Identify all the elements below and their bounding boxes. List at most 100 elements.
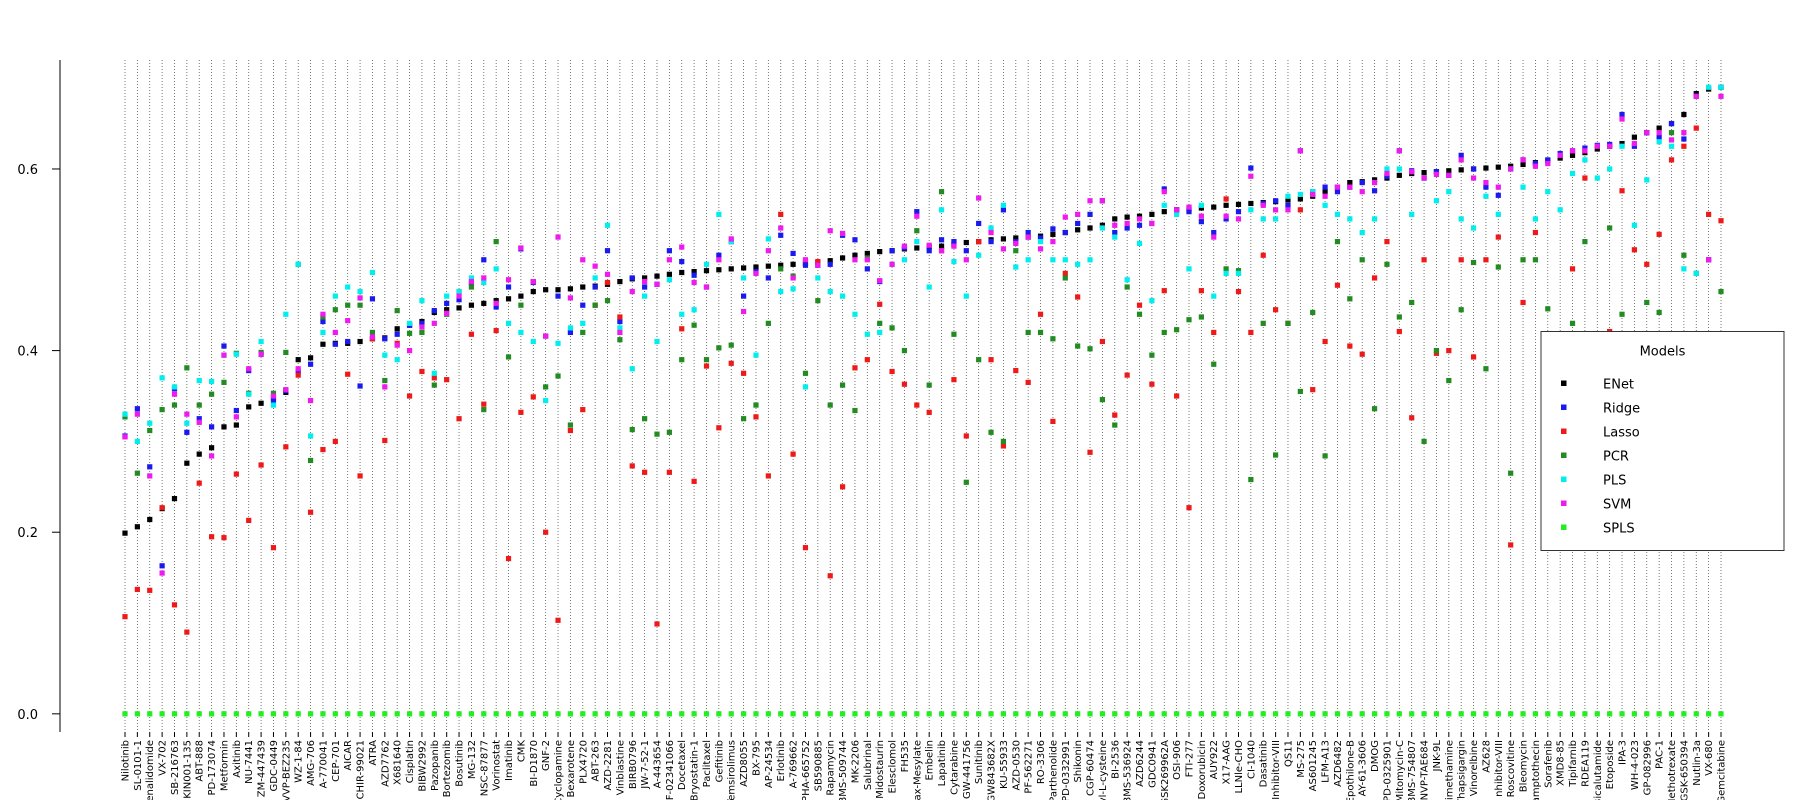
point: [1347, 296, 1353, 302]
point: [1087, 211, 1093, 217]
x-tick-label: AMG-706: [306, 740, 317, 786]
point: [790, 250, 796, 257]
point: [122, 711, 128, 717]
point: [1557, 152, 1563, 158]
x-tick-label: Parthenolide: [1048, 740, 1059, 800]
point: [357, 302, 363, 308]
x-tick-label: GSK269962A: [1160, 740, 1171, 800]
point: [1112, 412, 1118, 418]
point: [171, 384, 178, 390]
point: [555, 287, 561, 293]
point: [1384, 711, 1390, 717]
point: [147, 420, 153, 426]
x-tick-label: BX-795: [751, 740, 762, 776]
point: [1384, 173, 1390, 179]
x-tick-label: PF-562271: [1024, 740, 1035, 794]
point: [790, 261, 796, 267]
point: [1359, 229, 1365, 236]
point: [431, 370, 437, 376]
point: [728, 711, 734, 717]
point: [134, 524, 140, 530]
point: [703, 363, 710, 369]
point: [468, 278, 475, 285]
point: [1050, 711, 1056, 717]
point: [1062, 229, 1068, 236]
point: [951, 239, 957, 245]
point: [1136, 222, 1143, 228]
point: [1099, 198, 1105, 204]
point: [394, 342, 400, 348]
point: [1532, 216, 1539, 222]
point: [1569, 170, 1576, 177]
x-tick-label: ZM-447439: [257, 740, 268, 797]
x-tick-label: Doxorubicin: [1197, 740, 1208, 799]
point: [518, 711, 524, 717]
point: [555, 373, 561, 379]
point: [1582, 145, 1588, 151]
point: [1631, 711, 1637, 717]
point: [580, 320, 586, 326]
point: [382, 352, 388, 358]
x-tick-label: XMD8-85: [1556, 740, 1567, 786]
point: [691, 307, 697, 313]
point: [1310, 387, 1316, 393]
point: [159, 563, 165, 569]
point: [196, 402, 202, 408]
point: [530, 338, 536, 345]
point: [1013, 248, 1019, 254]
point: [283, 444, 289, 450]
point: [1681, 136, 1687, 142]
point: [716, 711, 722, 717]
point: [1260, 202, 1266, 208]
point: [1508, 711, 1514, 717]
x-tick-label: Nilotinib: [121, 740, 132, 781]
point: [1371, 711, 1378, 717]
point: [1706, 257, 1712, 263]
point: [1136, 302, 1143, 308]
y-tick-label: 0.0: [17, 708, 38, 723]
point: [221, 352, 227, 358]
point: [543, 397, 549, 404]
point: [456, 711, 462, 717]
point: [295, 366, 301, 372]
point: [444, 300, 450, 306]
point: [728, 266, 734, 272]
point: [988, 239, 994, 245]
point: [1285, 193, 1291, 199]
point: [580, 302, 586, 308]
point: [901, 711, 908, 717]
point: [1545, 189, 1551, 195]
point: [1347, 216, 1353, 222]
point: [1099, 711, 1105, 717]
point: [1631, 222, 1637, 228]
x-tick-label: GSK-650394: [1679, 740, 1690, 800]
point: [617, 711, 623, 717]
point: [530, 278, 536, 285]
x-tick-label: AZD8055: [739, 740, 750, 787]
y-tick-label: 0.4: [17, 345, 38, 360]
point: [258, 711, 264, 717]
point: [1050, 231, 1056, 237]
point: [864, 250, 870, 257]
point: [1446, 711, 1452, 717]
point: [839, 293, 846, 299]
point: [976, 220, 982, 227]
point: [1334, 184, 1341, 190]
x-tick-label: GW-441756: [962, 740, 973, 799]
point: [654, 431, 660, 437]
point: [1532, 711, 1539, 717]
point: [505, 555, 512, 562]
x-tick-label: Bicalutamide: [1593, 740, 1604, 800]
point: [951, 331, 957, 337]
point: [753, 711, 759, 717]
y-tick-label: 0.2: [17, 526, 38, 541]
point: [1198, 314, 1204, 320]
point: [1458, 157, 1464, 163]
point: [629, 366, 635, 372]
point: [778, 262, 784, 268]
point: [1384, 166, 1390, 172]
point: [481, 275, 487, 281]
x-tick-label: LLNle-CHO: [1234, 740, 1245, 794]
point: [320, 311, 326, 317]
